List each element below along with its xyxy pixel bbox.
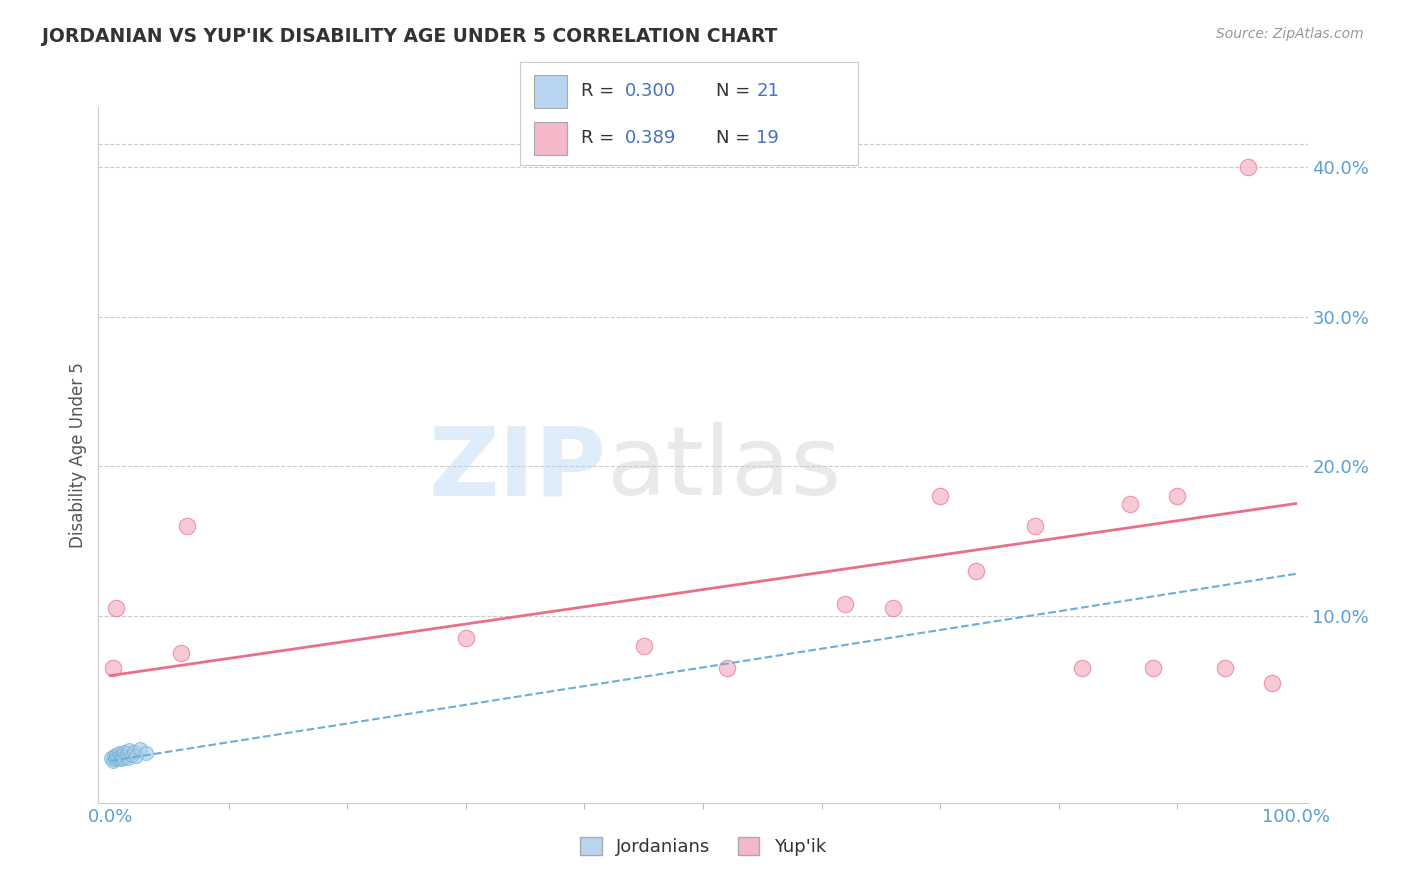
Text: N =: N = <box>716 82 756 100</box>
Point <box>965 564 987 578</box>
Point <box>129 742 152 756</box>
FancyBboxPatch shape <box>534 75 568 108</box>
Point <box>114 745 136 759</box>
Point <box>105 747 128 762</box>
Point <box>1119 497 1142 511</box>
Point <box>117 751 139 765</box>
Point <box>1213 661 1236 675</box>
Text: 0.389: 0.389 <box>624 129 676 147</box>
Point <box>110 752 132 766</box>
Text: 19: 19 <box>756 129 779 147</box>
Point <box>882 601 904 615</box>
Point <box>114 749 136 764</box>
Text: 21: 21 <box>756 82 779 100</box>
Point <box>176 519 198 533</box>
Point <box>104 752 127 766</box>
Point <box>121 747 143 762</box>
Point <box>834 597 856 611</box>
Text: R =: R = <box>581 82 620 100</box>
Point <box>170 646 193 660</box>
Point <box>1142 661 1164 675</box>
Point <box>1261 676 1284 690</box>
Point <box>454 631 477 645</box>
Point <box>929 489 952 503</box>
Point <box>115 747 138 761</box>
Point <box>103 749 125 764</box>
Point <box>1237 160 1260 174</box>
Point <box>101 661 124 675</box>
Text: JORDANIAN VS YUP'IK DISABILITY AGE UNDER 5 CORRELATION CHART: JORDANIAN VS YUP'IK DISABILITY AGE UNDER… <box>42 27 778 45</box>
Point <box>107 747 129 761</box>
Point <box>105 751 128 765</box>
Point <box>122 745 145 759</box>
Text: Source: ZipAtlas.com: Source: ZipAtlas.com <box>1216 27 1364 41</box>
Point <box>1024 519 1046 533</box>
Point <box>101 754 124 768</box>
Point <box>1071 661 1094 675</box>
Point <box>112 751 135 765</box>
Text: atlas: atlas <box>606 422 841 516</box>
Text: 0.300: 0.300 <box>624 82 676 100</box>
Point <box>111 747 134 762</box>
Point <box>135 747 157 761</box>
Text: R =: R = <box>581 129 620 147</box>
Point <box>118 743 141 757</box>
Point <box>633 639 655 653</box>
FancyBboxPatch shape <box>534 122 568 155</box>
Point <box>108 749 131 764</box>
Point <box>716 661 738 675</box>
Text: N =: N = <box>716 129 756 147</box>
Point <box>105 601 128 615</box>
Point <box>1166 489 1188 503</box>
Point <box>125 749 148 764</box>
Text: ZIP: ZIP <box>429 422 606 516</box>
Legend: Jordanians, Yup'ik: Jordanians, Yup'ik <box>572 830 834 863</box>
Point <box>100 751 122 765</box>
Y-axis label: Disability Age Under 5: Disability Age Under 5 <box>69 362 87 548</box>
